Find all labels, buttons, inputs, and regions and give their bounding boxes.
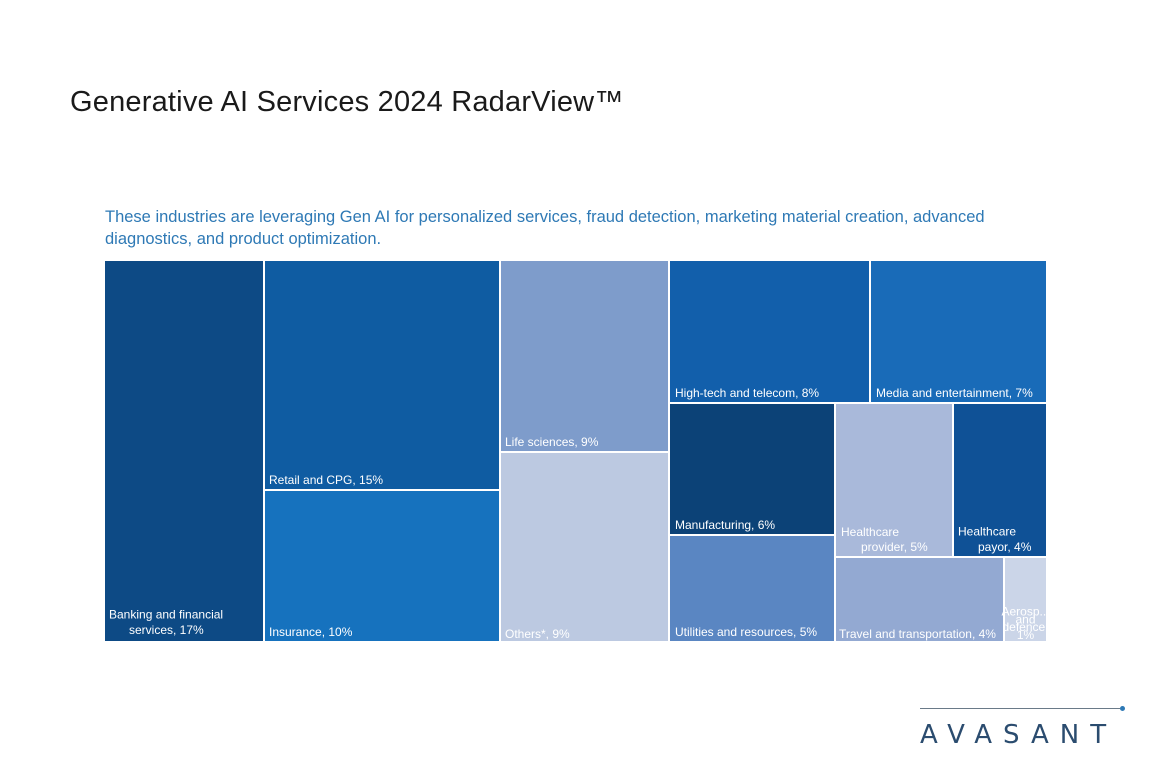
treemap-cell-rect bbox=[499, 451, 670, 643]
treemap-cell-rect bbox=[499, 259, 670, 453]
treemap-cell: Travel and transportation, 4% bbox=[834, 556, 1005, 643]
logo-line bbox=[920, 708, 1120, 709]
logo-dot bbox=[1120, 706, 1125, 711]
treemap-cell: Aerosp... and defence, 1% bbox=[1001, 556, 1050, 643]
treemap-cell-label: High-tech and telecom, 8% bbox=[675, 386, 819, 400]
treemap-cell-rect bbox=[103, 259, 265, 643]
treemap-cell-label: Others*, 9% bbox=[505, 627, 570, 641]
treemap-cell-rect bbox=[668, 534, 836, 643]
treemap-cell: Retail and CPG, 15% bbox=[263, 259, 501, 491]
treemap-cell-label: Media and entertainment, 7% bbox=[876, 386, 1033, 400]
treemap-cell-label: Retail and CPG, 15% bbox=[269, 473, 383, 487]
treemap-cell-label: Insurance, 10% bbox=[269, 625, 353, 639]
avasant-logo: AVASANT bbox=[920, 706, 1130, 756]
treemap-cell-rect bbox=[869, 259, 1048, 404]
treemap-cell: Healthcare provider, 5% bbox=[834, 402, 954, 558]
treemap-cell-rect bbox=[668, 259, 871, 404]
treemap-cell-rect bbox=[834, 556, 1005, 643]
treemap-cell: Manufacturing, 6% bbox=[668, 402, 836, 536]
treemap-cell-rect bbox=[1003, 556, 1048, 643]
treemap-cell: Banking and financial services, 17% bbox=[103, 259, 265, 643]
chart-subtitle: These industries are leveraging Gen AI f… bbox=[105, 208, 985, 248]
treemap-cell: Healthcare payor, 4% bbox=[952, 402, 1048, 558]
treemap-cell-rect bbox=[263, 259, 501, 491]
treemap-cell: Others*, 9% bbox=[499, 451, 670, 643]
treemap-cell-label: Life sciences, 9% bbox=[505, 435, 599, 449]
treemap-cell-rect bbox=[263, 489, 501, 643]
treemap-cell: High-tech and telecom, 8% bbox=[668, 259, 871, 404]
treemap-cell-label: Travel and transportation, 4% bbox=[839, 627, 996, 641]
page-title: Generative AI Services 2024 RadarView™ bbox=[70, 86, 624, 118]
treemap-cell-label: Healthcare payor, 4% bbox=[958, 524, 1032, 554]
treemap-cell: Media and entertainment, 7% bbox=[869, 259, 1048, 404]
treemap-cell-label: Aerosp... and defence, 1% bbox=[1001, 605, 1049, 642]
treemap-cell-label: Banking and financial services, 17% bbox=[109, 607, 223, 637]
logo-text: AVASANT bbox=[920, 720, 1118, 750]
treemap-cell: Life sciences, 9% bbox=[499, 259, 670, 453]
treemap-cell-label: Manufacturing, 6% bbox=[675, 518, 775, 532]
treemap-cell-label: Healthcare provider, 5% bbox=[841, 525, 928, 554]
treemap-cell-rect bbox=[668, 402, 836, 536]
treemap-cell: Insurance, 10% bbox=[263, 489, 501, 643]
treemap-cell-label: Utilities and resources, 5% bbox=[675, 625, 817, 639]
treemap-cell-rect bbox=[952, 402, 1048, 558]
treemap-cell: Utilities and resources, 5% bbox=[668, 534, 836, 643]
